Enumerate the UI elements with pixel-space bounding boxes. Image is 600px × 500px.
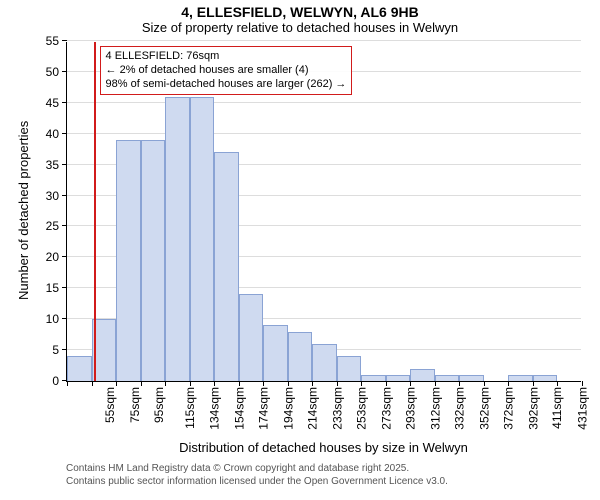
histogram-bar (141, 140, 166, 381)
y-tick-label: 0 (52, 374, 67, 388)
histogram-bar (337, 356, 362, 381)
footer-line-2: Contains public sector information licen… (66, 475, 448, 488)
x-tick-label: 273sqm (379, 387, 393, 430)
histogram-bar (533, 375, 558, 381)
grid-line (67, 40, 581, 41)
x-tick-label: 312sqm (429, 387, 443, 430)
x-tick-label: 372sqm (502, 387, 516, 430)
y-tick-label: 25 (46, 219, 67, 233)
y-tick-label: 15 (46, 281, 67, 295)
x-axis-label: Distribution of detached houses by size … (66, 440, 581, 455)
y-tick-label: 20 (46, 250, 67, 264)
histogram-bar (361, 375, 386, 381)
annotation-line: 98% of semi-detached houses are larger (… (106, 78, 347, 92)
x-tick-label: 95sqm (152, 387, 166, 423)
chart-subtitle: Size of property relative to detached ho… (0, 20, 600, 35)
histogram-bar (435, 375, 460, 381)
histogram-bar (165, 97, 190, 381)
y-axis-label: Number of detached properties (16, 121, 31, 300)
x-tick-label: 214sqm (306, 387, 320, 430)
grid-line (67, 102, 581, 103)
plot-area: 051015202530354045505555sqm75sqm95sqm115… (66, 42, 581, 382)
x-tick-label: 352sqm (478, 387, 492, 430)
annotation-box: 4 ELLESFIELD: 76sqm← 2% of detached hous… (100, 46, 353, 95)
x-tick-label: 233sqm (330, 387, 344, 430)
y-tick-label: 30 (46, 189, 67, 203)
histogram-bar (386, 375, 411, 381)
x-tick-label: 55sqm (103, 387, 117, 423)
histogram-bar (214, 152, 239, 381)
histogram-bar (67, 356, 92, 381)
chart-title: 4, ELLESFIELD, WELWYN, AL6 9HB (0, 0, 600, 20)
footer-line-1: Contains HM Land Registry data © Crown c… (66, 462, 448, 475)
x-tick-label: 332sqm (453, 387, 467, 430)
x-tick-label: 134sqm (208, 387, 222, 430)
y-tick-label: 10 (46, 312, 67, 326)
y-tick-label: 35 (46, 158, 67, 172)
x-tick-label: 411sqm (550, 387, 564, 429)
histogram-bar (190, 97, 215, 381)
y-tick-label: 5 (52, 343, 67, 357)
histogram-bar (288, 332, 313, 381)
y-tick-label: 40 (46, 127, 67, 141)
y-tick-label: 55 (46, 34, 67, 48)
histogram-bar (116, 140, 141, 381)
histogram-bar (312, 344, 337, 381)
annotation-line: 4 ELLESFIELD: 76sqm (106, 50, 347, 64)
x-tick-label: 194sqm (281, 387, 295, 430)
y-tick-label: 45 (46, 96, 67, 110)
x-tick-label: 253sqm (355, 387, 369, 430)
histogram-bar (410, 369, 435, 381)
x-tick-label: 154sqm (232, 387, 246, 430)
histogram-bar (459, 375, 484, 381)
chart-container: 4, ELLESFIELD, WELWYN, AL6 9HB Size of p… (0, 0, 600, 500)
x-tick-label: 115sqm (182, 387, 196, 429)
grid-line (67, 133, 581, 134)
x-tick-label: 431sqm (576, 387, 590, 430)
y-tick-label: 50 (46, 65, 67, 79)
histogram-bar (263, 325, 288, 381)
x-tick-label: 293sqm (404, 387, 418, 430)
footer-attribution: Contains HM Land Registry data © Crown c… (66, 462, 448, 488)
x-tick-label: 174sqm (257, 387, 271, 430)
histogram-bar (239, 294, 264, 381)
annotation-line: ← 2% of detached houses are smaller (4) (106, 64, 347, 78)
x-tick-label: 75sqm (128, 387, 142, 423)
marker-line (94, 42, 96, 381)
histogram-bar (508, 375, 533, 381)
x-tick-label: 392sqm (527, 387, 541, 430)
